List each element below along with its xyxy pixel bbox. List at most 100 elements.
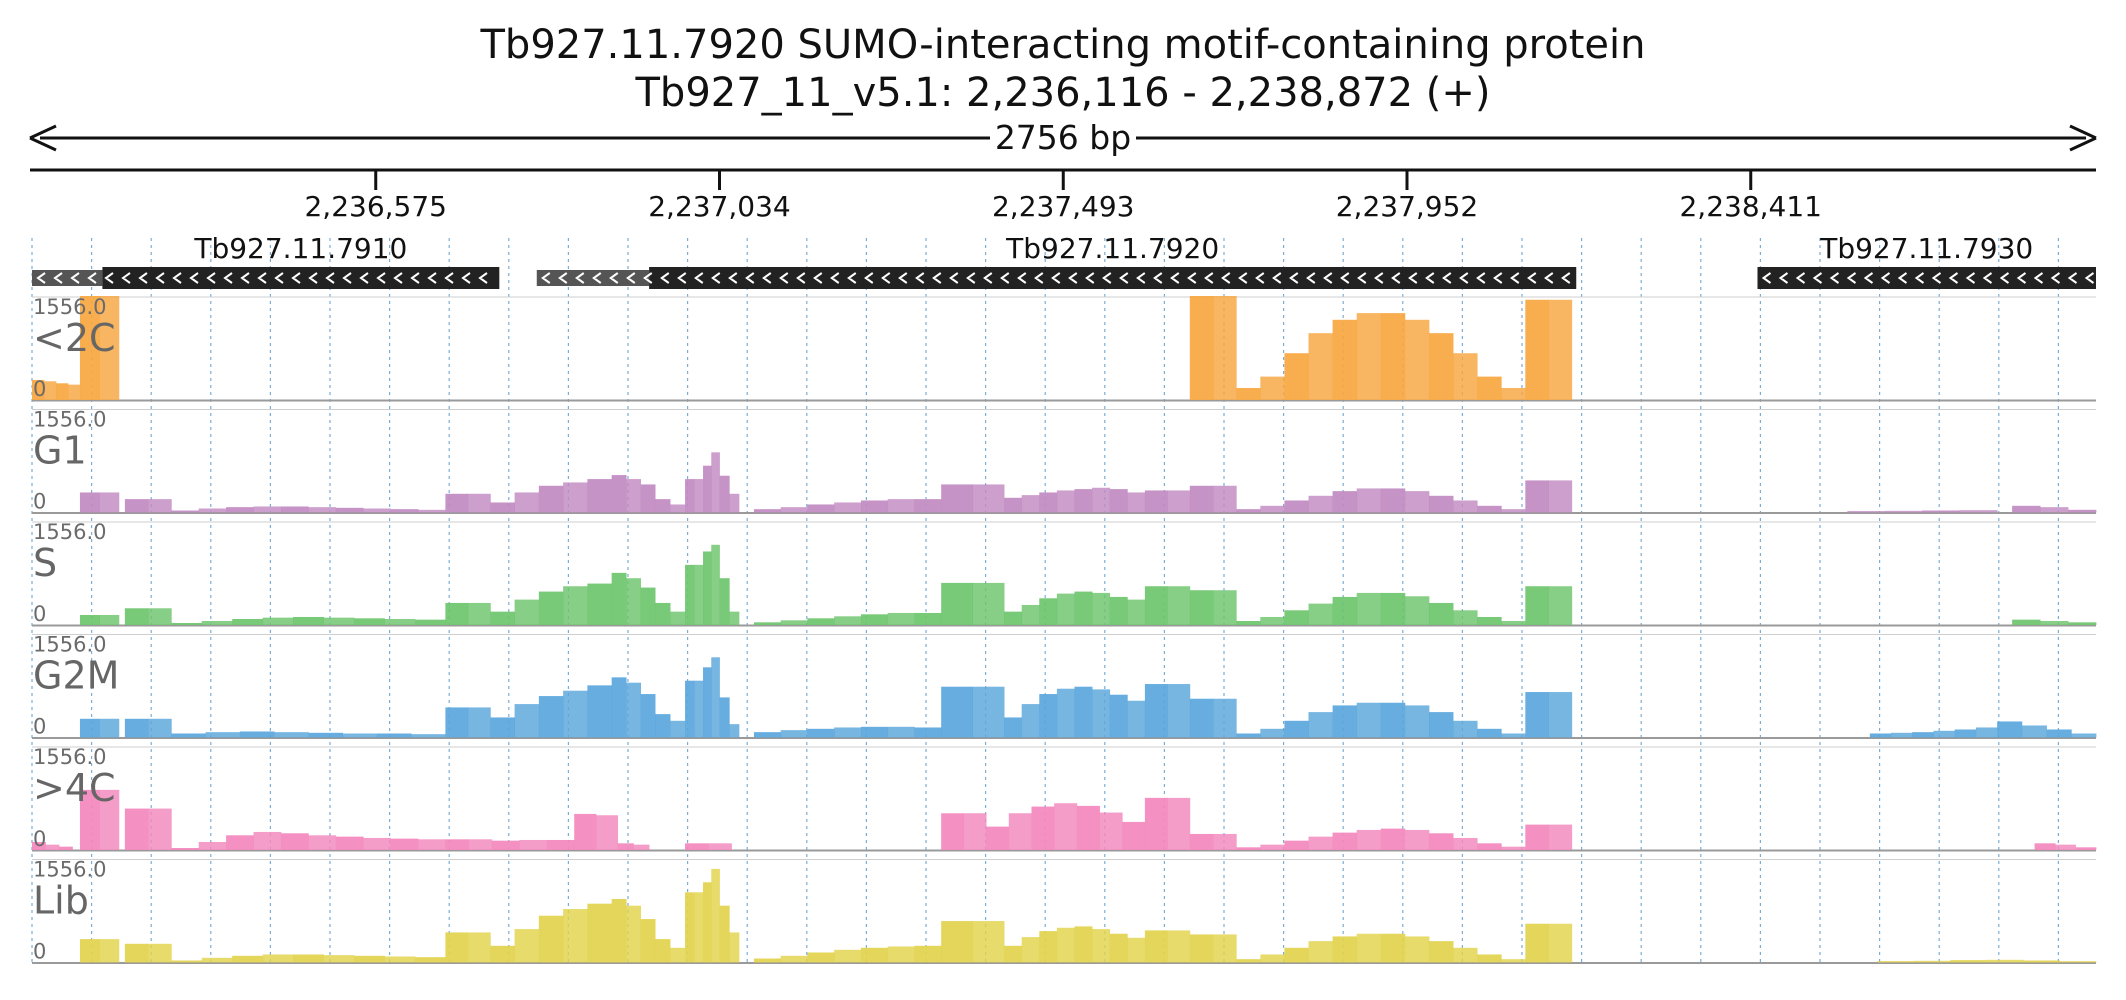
coverage-bar bbox=[1167, 586, 1191, 625]
coverage-bar bbox=[1525, 692, 1549, 738]
coverage-bar bbox=[1477, 376, 1502, 400]
coverage-bar bbox=[445, 602, 469, 625]
coverage-bar bbox=[171, 847, 200, 850]
coverage-bar bbox=[1477, 728, 1502, 738]
coverage-bar bbox=[514, 704, 540, 738]
coverage-bar bbox=[587, 583, 613, 625]
coverage-bar bbox=[626, 682, 642, 738]
coverage-bar bbox=[1548, 586, 1573, 625]
coverage-bar bbox=[1997, 721, 2023, 738]
coverage-bar bbox=[1054, 803, 1078, 850]
coverage-bar bbox=[1144, 490, 1168, 513]
coverage-bar bbox=[807, 504, 835, 513]
coverage-bar bbox=[79, 939, 100, 963]
coverage-bar bbox=[1236, 509, 1261, 513]
coverage-bar bbox=[514, 929, 540, 963]
coverage-bar bbox=[640, 484, 656, 513]
coverage-bar bbox=[79, 492, 100, 513]
coverage-bar bbox=[1404, 596, 1430, 625]
coverage-bar bbox=[1260, 376, 1285, 400]
coverage-bar bbox=[1056, 688, 1075, 738]
coverage-bar bbox=[753, 732, 782, 738]
coverage-bar bbox=[417, 839, 446, 850]
coverage-bar bbox=[595, 815, 619, 850]
coverage-bar bbox=[1332, 596, 1358, 625]
coverage-bar bbox=[205, 732, 241, 738]
coverage-bar bbox=[914, 612, 942, 625]
coverage-bar bbox=[1004, 497, 1023, 513]
track-g1: 1556.0 0 G1 bbox=[32, 408, 2097, 514]
coverage-bar bbox=[335, 507, 364, 513]
coverage-bar bbox=[640, 919, 656, 963]
coverage-bar bbox=[363, 508, 391, 513]
coverage-bar bbox=[198, 508, 227, 513]
coverage-bar bbox=[445, 707, 469, 738]
coverage-bar bbox=[1428, 333, 1454, 400]
span-label: 2756 bp bbox=[995, 118, 1131, 157]
coverage-bar bbox=[1260, 505, 1285, 513]
coverage-bar bbox=[354, 955, 385, 963]
coverage-bar bbox=[308, 507, 337, 513]
coverage-bar bbox=[1954, 729, 1977, 738]
gene-utr bbox=[32, 270, 103, 286]
coverage-bar bbox=[719, 905, 730, 963]
coverage-bar bbox=[171, 622, 203, 625]
coverage-bar bbox=[685, 680, 695, 738]
coverage-bar bbox=[1127, 599, 1146, 625]
coverage-bar bbox=[1501, 509, 1526, 513]
coverage-bar bbox=[1950, 960, 1988, 963]
gene-label: Tb927.11.7930 bbox=[1819, 232, 2033, 265]
coverage-bar bbox=[694, 564, 704, 625]
strand-chevrons bbox=[541, 272, 1571, 284]
coverage-bar bbox=[414, 957, 446, 963]
coverage-bar bbox=[587, 479, 613, 513]
coverage-bar bbox=[384, 956, 416, 963]
coverage-bar bbox=[2068, 509, 2097, 513]
track-s: 1556.0 0 S bbox=[32, 520, 2097, 627]
coverage-bar bbox=[1453, 947, 1478, 963]
coverage-bar bbox=[1074, 489, 1093, 513]
coverage-bar bbox=[148, 808, 172, 850]
track-max-label: 1556.0 bbox=[33, 858, 106, 882]
coverage-bar bbox=[834, 949, 862, 963]
axis-tick-label: 2,237,034 bbox=[648, 190, 791, 223]
coverage-bar bbox=[1213, 934, 1237, 963]
coverage-bar bbox=[1122, 821, 1146, 850]
coverage-bar bbox=[1869, 733, 1892, 738]
coverage-bar bbox=[780, 730, 808, 738]
coverage-bar bbox=[2023, 960, 2060, 963]
coverage-bar bbox=[807, 618, 835, 625]
coverage-bar bbox=[1548, 923, 1573, 963]
strand-chevrons bbox=[1761, 272, 2095, 284]
coverage-bar bbox=[729, 932, 740, 963]
coverage-bar bbox=[468, 839, 493, 850]
strand-chevrons bbox=[36, 272, 488, 284]
coverage-bar bbox=[384, 618, 416, 625]
coverage-bar bbox=[1877, 961, 1915, 963]
coverage-bar bbox=[708, 843, 732, 850]
track-max-label: 1556.0 bbox=[33, 295, 106, 319]
coverage-bar bbox=[1109, 933, 1128, 963]
coverage-bar bbox=[1501, 846, 1526, 850]
coverage-bar bbox=[834, 727, 862, 738]
coverage-bar bbox=[807, 952, 835, 963]
coverage-bar bbox=[99, 614, 120, 625]
coverage-bar bbox=[1021, 495, 1040, 513]
coverage-bar bbox=[914, 499, 942, 513]
coverage-bar bbox=[308, 835, 337, 850]
coverage-bar bbox=[1039, 598, 1058, 625]
coverage-bar bbox=[1076, 805, 1100, 850]
coverage-bar bbox=[1074, 926, 1093, 963]
coverage-bar bbox=[1548, 480, 1573, 513]
coverage-bar bbox=[1356, 702, 1382, 738]
coverage-bar bbox=[611, 899, 627, 963]
coverage-bar bbox=[58, 846, 73, 850]
coverage-bar bbox=[491, 840, 520, 850]
coverage-bar bbox=[253, 506, 282, 513]
coverage-bar bbox=[1332, 491, 1358, 513]
coverage-bar bbox=[1308, 333, 1334, 400]
coverage-bar bbox=[703, 465, 712, 513]
coverage-bar bbox=[780, 955, 808, 963]
coverage-bar bbox=[467, 493, 491, 513]
coverage-bar bbox=[941, 813, 965, 850]
